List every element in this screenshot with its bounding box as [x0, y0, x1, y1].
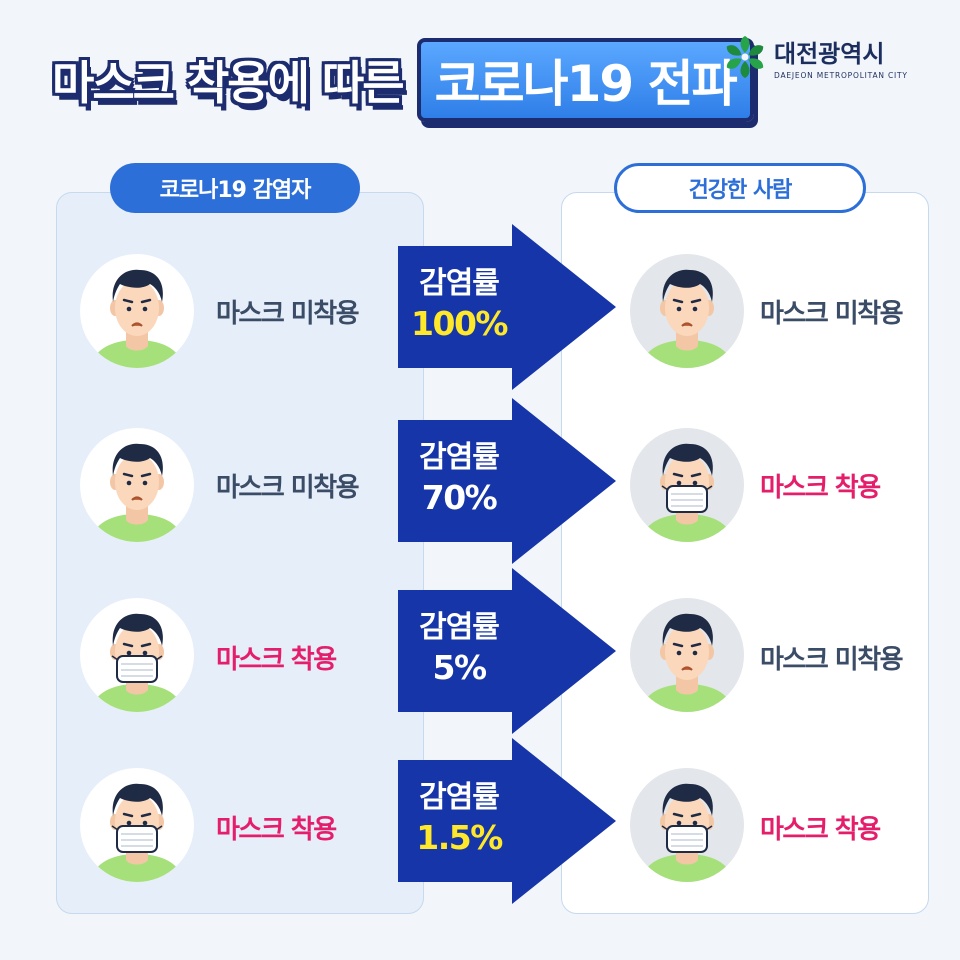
logo-subtitle: DAEJEON METROPOLITAN CITY	[774, 71, 908, 80]
healthy-status: 마스크 착용	[760, 815, 881, 845]
healthy-status: 마스크 미착용	[760, 645, 904, 675]
unmasked-person-icon	[640, 269, 734, 368]
logo-name: 대전광역시	[774, 40, 885, 68]
healthy-person-avatar	[630, 768, 744, 882]
infected-person-avatar	[80, 598, 194, 712]
masked-person-icon	[640, 783, 734, 882]
transmission-arrow-icon	[398, 568, 616, 734]
infected-person-avatar	[80, 428, 194, 542]
infected-status: 마스크 착용	[216, 645, 337, 675]
transmission-arrow-icon	[398, 398, 616, 564]
infected-status: 마스크 미착용	[216, 473, 360, 503]
unmasked-person-icon	[90, 269, 184, 368]
infected-person-avatar	[80, 768, 194, 882]
infection-rate: 감염률 100%	[400, 264, 518, 344]
infection-rate: 감염률 5%	[400, 608, 518, 688]
healthy-panel	[561, 192, 929, 914]
healthy-person-avatar	[630, 598, 744, 712]
infected-status: 마스크 착용	[216, 815, 337, 845]
infection-rate-label: 감염률	[419, 610, 500, 645]
daejeon-emblem-icon	[726, 36, 764, 78]
healthy-column-header: 건강한 사람	[614, 163, 866, 213]
title-main: 마스크 착용에 따른	[52, 56, 405, 110]
transmission-arrow-icon	[398, 738, 616, 904]
infection-rate-value: 70%	[421, 478, 498, 517]
infection-rate-label: 감염률	[419, 266, 500, 301]
infected-person-avatar	[80, 254, 194, 368]
infected-status: 마스크 미착용	[216, 299, 360, 329]
unmasked-person-icon	[640, 613, 734, 712]
daejeon-logo: 대전광역시 DAEJEON METROPOLITAN CITY	[722, 34, 908, 80]
infection-rate: 감염률 1.5%	[400, 778, 518, 858]
infection-rate: 감염률 70%	[400, 438, 518, 518]
infection-rate-label: 감염률	[419, 440, 500, 475]
masked-person-icon	[90, 783, 184, 882]
infection-rate-value: 1.5%	[416, 818, 503, 857]
masked-person-icon	[640, 443, 734, 542]
page-title: 마스크 착용에 따른 코로나19 전파	[52, 38, 754, 122]
healthy-person-avatar	[630, 428, 744, 542]
infection-rate-value: 100%	[411, 304, 508, 343]
infection-rate-label: 감염률	[419, 780, 500, 815]
healthy-status: 마스크 미착용	[760, 299, 904, 329]
infection-rate-value: 5%	[432, 648, 487, 687]
infected-column-header: 코로나19 감염자	[110, 163, 360, 213]
unmasked-person-icon	[90, 443, 184, 542]
healthy-person-avatar	[630, 254, 744, 368]
title-highlight: 코로나19 전파	[416, 38, 754, 122]
healthy-status: 마스크 착용	[760, 473, 881, 503]
masked-person-icon	[90, 613, 184, 712]
transmission-arrow-icon	[398, 224, 616, 390]
